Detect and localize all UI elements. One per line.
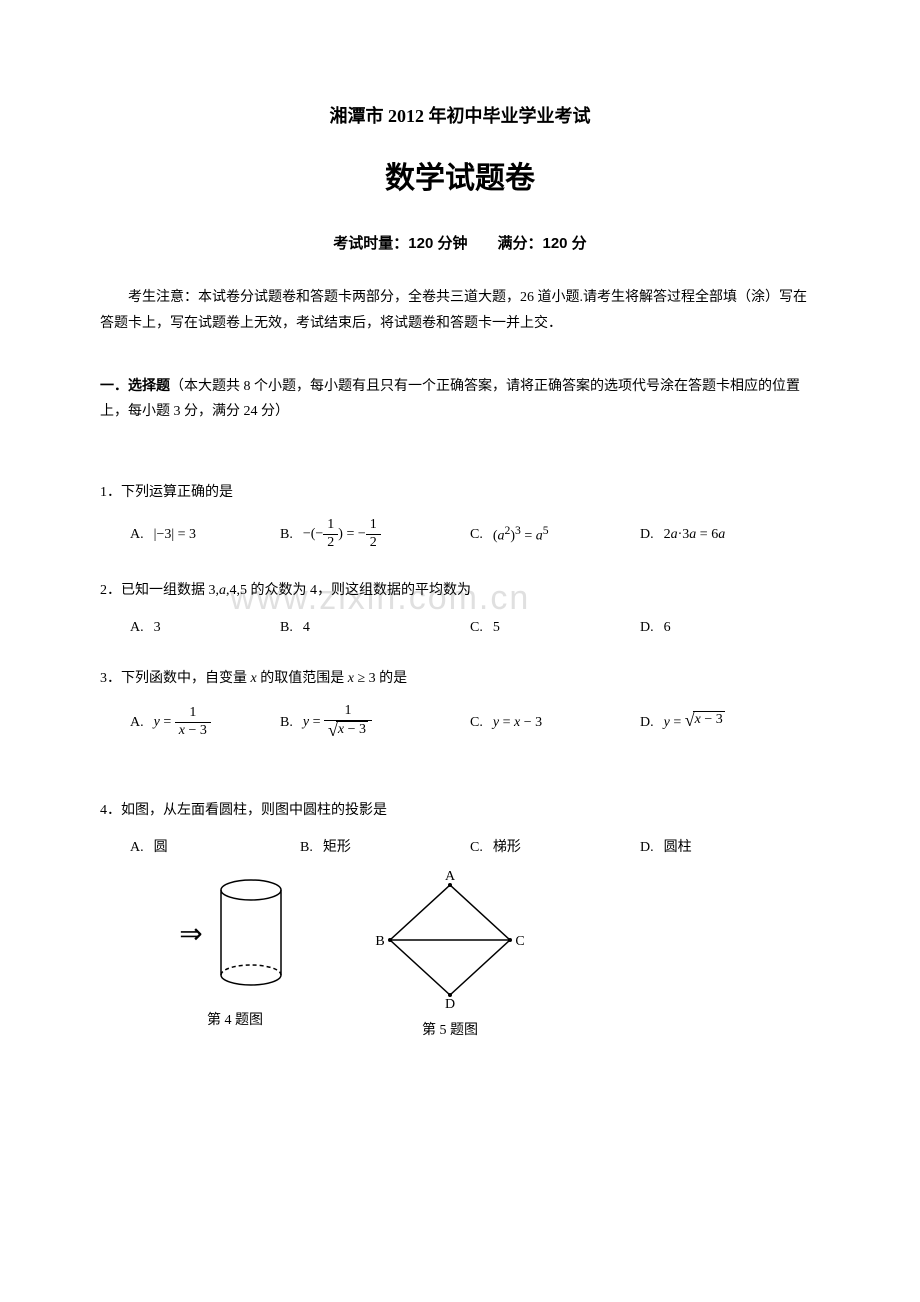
q2-option-d: D. 6 [640, 615, 671, 640]
math-expr: (a2)3 = a5 [493, 520, 549, 549]
q4-options: A. 圆 B. 矩形 C. 梯形 D. 圆柱 [100, 835, 820, 860]
math-expr: y = 1√x − 3 [303, 703, 372, 742]
q4-option-b: B. 矩形 [300, 835, 470, 860]
option-label: C. [470, 522, 483, 547]
cylinder-icon [211, 875, 291, 995]
q1-option-d: D. 2a·3a = 6a [640, 517, 725, 552]
option-value: 6 [664, 615, 671, 640]
q4-stem: 4．如图，从左面看圆柱，则图中圆柱的投影是 [100, 798, 820, 823]
q3-options: A. y = 1x − 3 B. y = 1√x − 3 C. y = x − … [100, 703, 820, 742]
option-value: 4 [303, 615, 310, 640]
option-label: D. [640, 522, 654, 547]
q3-option-c: C. y = x − 3 [470, 703, 640, 742]
math-expr: |−3| = 3 [154, 522, 196, 547]
section-1-desc: （本大题共 8 个小题，每小题有且只有一个正确答案，请将正确答案的选项代号涂在答… [100, 379, 800, 419]
q1-stem: 1．下列运算正确的是 [100, 480, 820, 505]
option-value: 矩形 [323, 835, 351, 860]
option-label: A. [130, 522, 144, 547]
figure-4: ⇒ 第 4 题图 [130, 870, 340, 1043]
figure-4-caption: 第 4 题图 [207, 1008, 263, 1033]
option-value: 圆柱 [664, 835, 692, 860]
option-value: 5 [493, 615, 500, 640]
math-expr: y = x − 3 [493, 710, 542, 735]
q2-options: A. 3 B. 4 C. 5 D. 6 [100, 615, 820, 640]
option-label: B. [280, 615, 293, 640]
header-line-2: 数学试题卷 [100, 152, 820, 206]
figure-5-caption: 第 5 题图 [422, 1018, 478, 1043]
q3-option-a: A. y = 1x − 3 [130, 703, 280, 742]
math-expr: −(−12) = −12 [303, 517, 381, 552]
q2-stem: 2．已知一组数据 3,a,4,5 的众数为 4，则这组数据的平均数为 [100, 578, 820, 603]
q3-option-d: D. y = √x − 3 [640, 703, 725, 742]
q4-option-c: C. 梯形 [470, 835, 640, 860]
option-label: A. [130, 615, 144, 640]
arrow-icon: ⇒ [179, 910, 202, 960]
option-label: B. [280, 522, 293, 547]
q1-option-c: C. (a2)3 = a5 [470, 517, 640, 552]
vertex-d-label: D [445, 997, 455, 1010]
math-expr: y = 1x − 3 [154, 705, 211, 740]
q1-option-b: B. −(−12) = −12 [280, 517, 470, 552]
option-label: D. [640, 835, 654, 860]
section-1-heading: 一．选择题（本大题共 8 个小题，每小题有且只有一个正确答案，请将正确答案的选项… [100, 374, 820, 424]
option-label: C. [470, 835, 483, 860]
option-value: 梯形 [493, 835, 521, 860]
option-label: A. [130, 835, 144, 860]
rhombus-diagram: A B C D [360, 870, 540, 1010]
q4-option-d: D. 圆柱 [640, 835, 692, 860]
q1-option-a: A. |−3| = 3 [130, 517, 280, 552]
q3-stem: 3．下列函数中，自变量 x 的取值范围是 x ≥ 3 的是 [100, 666, 820, 691]
figure-5: A B C D 第 5 题图 [340, 870, 560, 1043]
math-expr: y = √x − 3 [664, 710, 725, 735]
q2-option-b: B. 4 [280, 615, 470, 640]
q1-options: A. |−3| = 3 B. −(−12) = −12 C. (a2)3 = a… [100, 517, 820, 552]
option-label: C. [470, 615, 483, 640]
option-label: B. [280, 710, 293, 735]
q2-option-c: C. 5 [470, 615, 640, 640]
option-label: C. [470, 710, 483, 735]
vertex-b-label: B [375, 934, 384, 949]
figure-row: ⇒ 第 4 题图 A B C D 第 5 题图 [100, 870, 820, 1043]
q3-option-b: B. y = 1√x − 3 [280, 703, 470, 742]
math-expr: 2a·3a = 6a [664, 522, 726, 547]
q4-option-a: A. 圆 [130, 835, 300, 860]
option-label: D. [640, 615, 654, 640]
option-value: 圆 [154, 835, 168, 860]
q2-option-a: A. 3 [130, 615, 280, 640]
section-1-title: 一．选择题 [100, 379, 170, 394]
option-label: B. [300, 835, 313, 860]
header-line-3: 考试时量：120 分钟 满分：120 分 [100, 230, 820, 257]
option-label: D. [640, 710, 654, 735]
notice-paragraph: 考生注意：本试卷分试题卷和答题卡两部分，全卷共三道大题，26 道小题.请考生将解… [100, 285, 820, 335]
vertex-c-label: C [515, 934, 524, 949]
vertex-a-label: A [445, 870, 456, 884]
header-line-1: 湘潭市 2012 年初中毕业学业考试 [100, 100, 820, 132]
option-value: 3 [154, 615, 161, 640]
option-label: A. [130, 710, 144, 735]
